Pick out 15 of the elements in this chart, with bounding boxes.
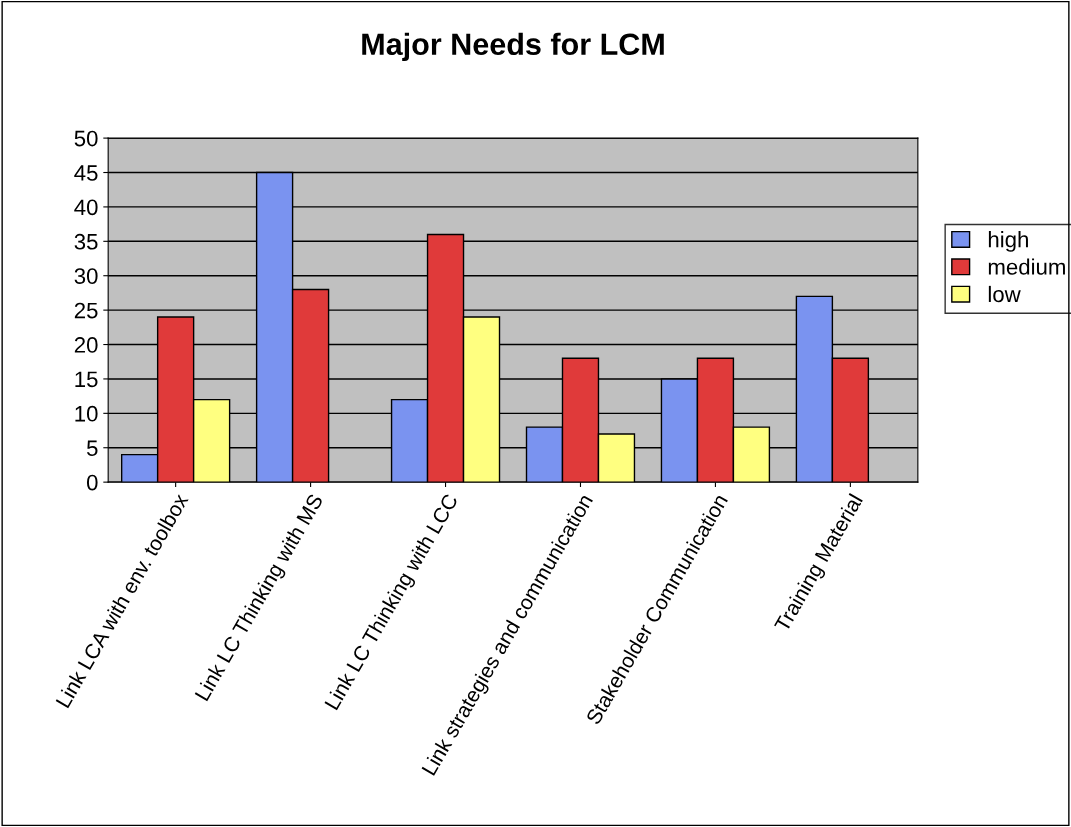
y-tick-label: 45	[74, 165, 98, 181]
chart-title: Major Needs for LCM	[362, 32, 664, 62]
y-tick-label: 25	[74, 302, 98, 319]
y-tick-label: 20	[74, 337, 98, 353]
legend-label: medium	[988, 258, 1065, 275]
y-tick-label: 50	[74, 130, 98, 147]
legend-label: low	[988, 285, 1021, 303]
y-tick-label: 30	[74, 268, 98, 284]
legend-label: high	[988, 231, 1028, 252]
y-tick-label: 0	[86, 474, 98, 491]
y-tick-label: 15	[75, 371, 98, 388]
y-tick-label: 5	[86, 440, 98, 457]
y-tick-label: 40	[74, 199, 98, 216]
y-tick-label: 10	[75, 405, 98, 422]
y-tick-label: 35	[74, 233, 98, 250]
